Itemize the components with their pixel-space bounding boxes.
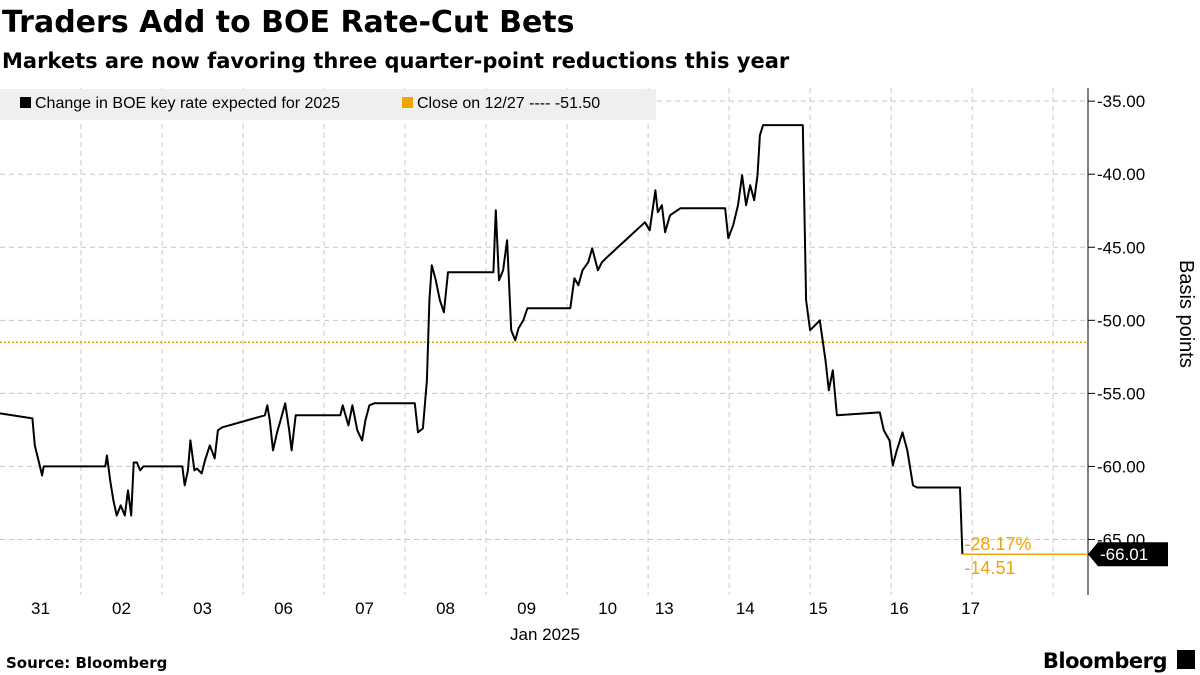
- x-tick-label: 08: [436, 599, 455, 618]
- x-tick-label: 09: [517, 599, 536, 618]
- last-value-box: [1088, 542, 1168, 567]
- y-tick-label: -45.00: [1097, 238, 1145, 257]
- x-tick-label: 02: [112, 599, 131, 618]
- legend-swatch: [402, 97, 413, 108]
- annotation: -14.51: [964, 558, 1015, 578]
- data-line: [0, 124, 964, 555]
- x-tick-label: 13: [655, 599, 674, 618]
- legend-label: Change in BOE key rate expected for 2025: [35, 95, 340, 112]
- last-value-label: -66.01: [1100, 545, 1148, 564]
- legend-label: Close on 12/27 ---- -51.50: [417, 95, 600, 112]
- brand-icon: [1177, 650, 1195, 669]
- source: Source: Bloomberg: [6, 654, 167, 672]
- annotation: -28.17%: [964, 534, 1031, 554]
- legend-swatch: [20, 97, 31, 108]
- x-tick-label: 16: [890, 599, 909, 618]
- x-tick-label: 07: [355, 599, 374, 618]
- x-tick-label: 03: [193, 599, 212, 618]
- x-tick-label: 06: [274, 599, 293, 618]
- x-tick-label: 31: [31, 599, 50, 618]
- y-tick-label: -35.00: [1097, 92, 1145, 111]
- brand: Bloomberg: [1043, 649, 1167, 673]
- y-axis-label: Basis points: [1175, 260, 1197, 368]
- x-tick-label: 15: [809, 599, 828, 618]
- y-tick-label: -55.00: [1097, 384, 1145, 403]
- x-tick-label: 14: [736, 599, 755, 618]
- y-tick-label: -60.00: [1097, 457, 1145, 476]
- x-axis-label: Jan 2025: [510, 625, 580, 644]
- y-tick-label: -50.00: [1097, 311, 1145, 330]
- legend-background: [0, 89, 656, 120]
- x-tick-label: 10: [598, 599, 617, 618]
- x-tick-label: 17: [961, 599, 980, 618]
- chart-subtitle: Markets are now favoring three quarter-p…: [2, 49, 790, 73]
- y-tick-label: -40.00: [1097, 165, 1145, 184]
- chart-title: Traders Add to BOE Rate-Cut Bets: [2, 5, 575, 40]
